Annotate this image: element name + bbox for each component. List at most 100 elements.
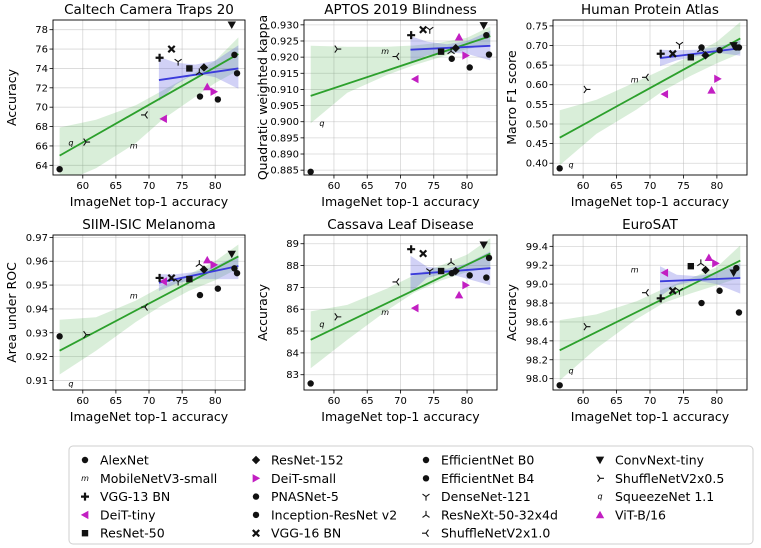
data-point-shufflenetv2x1-0	[392, 52, 400, 61]
y-tick-label: 0.60	[526, 80, 548, 91]
data-point-squeezenet-1-1: q	[319, 119, 324, 128]
data-point-shufflenetv2x0-5	[583, 85, 591, 94]
chart-title: APTOS 2019 Blindness	[324, 2, 477, 18]
data-point-densenet-121	[675, 41, 684, 49]
data-point-vgg-13-bn	[155, 273, 164, 282]
legend-entry-vit-b-16: ViT-B/16	[595, 507, 666, 522]
data-point-shufflenetv2x1-0	[141, 303, 148, 311]
legend-entry-mobilenetv3-small: m MobileNetV3-small	[81, 471, 217, 486]
x-tick-label: 80	[461, 181, 474, 192]
y-axis-label: Macro F1 score	[504, 50, 519, 145]
y-tick-label: 0.890	[270, 150, 299, 161]
x-tick-label: 60	[76, 181, 89, 192]
x-tick-label: 75	[427, 396, 440, 407]
x-tick-label: 65	[110, 396, 123, 407]
data-point-shufflenetv2x1-0	[641, 288, 649, 297]
grid-lines	[553, 20, 747, 175]
y-tick-label: 99.0	[526, 280, 548, 291]
data-point-efficientnet-b4	[231, 265, 238, 272]
y-tick-label: 78	[35, 25, 48, 36]
data-point-shufflenetv2x1-0	[392, 278, 400, 286]
y-tick-label: 64	[35, 161, 48, 172]
y-tick-label: 0.915	[270, 69, 299, 80]
data-point-inception-resnet-v2	[716, 287, 723, 294]
confidence-band-all	[59, 244, 239, 375]
x-tick-label: 65	[110, 181, 123, 192]
square-icon	[81, 530, 89, 537]
data-point-squeezenet-1-1: q	[68, 380, 73, 389]
plot-area: qm	[556, 22, 743, 172]
data-point-inception-resnet-v2	[716, 47, 723, 54]
chart-title: SIIM-ISIC Melanoma	[82, 217, 216, 233]
y-tick-label: 0.925	[270, 36, 299, 47]
data-point-vgg-16-bn	[419, 25, 428, 34]
tri-left-icon	[422, 529, 429, 538]
data-point-vgg-16-bn	[668, 286, 677, 295]
data-point-pnasnet-5	[233, 269, 241, 277]
grid-lines	[304, 235, 497, 390]
svg-text:m: m	[81, 474, 89, 483]
data-point-shufflenetv2x0-5	[334, 45, 342, 53]
regression-line-all	[559, 259, 741, 352]
x-axis-label: ImageNet top-1 accuracy	[70, 409, 229, 424]
y-axis-label: Accuracy	[504, 283, 519, 341]
data-point-vit-b-16	[203, 82, 212, 91]
regression-line-all	[559, 37, 741, 139]
y-tick-label: 99.2	[526, 261, 548, 272]
data-point-deit-tiny	[410, 74, 419, 84]
y-tick-label: 70	[35, 103, 48, 114]
legend-entry-resnet-50: ResNet-50	[81, 526, 165, 541]
x-tick-label: 75	[677, 396, 690, 407]
legend-label: MobileNetV3-small	[100, 471, 217, 486]
data-point-mobilenetv3-small: m	[130, 141, 138, 150]
legend-label: Inception-ResNet v2	[271, 507, 397, 522]
y-tick-label: 0.65	[526, 61, 548, 72]
data-point-pnasnet-5	[233, 70, 241, 77]
legend-entry-pnasnet-5: PNASNet-5	[252, 489, 339, 504]
data-point-convnext-tiny	[729, 269, 738, 278]
data-point-vgg-13-bn	[656, 49, 665, 58]
triangle-down-icon	[595, 456, 605, 465]
chart-title: Caltech Camera Traps 20	[64, 2, 234, 18]
m-glyph-icon: m	[81, 474, 89, 483]
x-axis-label: ImageNet top-1 accuracy	[70, 194, 229, 209]
legend-label: DenseNet-121	[441, 489, 531, 504]
y-tick-label: 0.910	[270, 85, 299, 96]
data-point-squeezenet-1-1: q	[569, 367, 574, 376]
data-point-inception-resnet-v2	[466, 272, 473, 279]
y-tick-label: 98.8	[526, 299, 548, 310]
legend-box	[68, 445, 754, 545]
data-point-resnext-50-32x4d	[447, 47, 455, 55]
regression-line-top	[659, 47, 741, 59]
data-point-mobilenetv3-small: m	[381, 308, 389, 317]
data-point-vit-b-16	[454, 290, 464, 299]
y-tick-label: 0.905	[270, 101, 299, 112]
legend-entry-efficientnet-b0: EfficientNet B0	[422, 453, 534, 468]
data-point-alexnet	[56, 333, 63, 340]
data-point-deit-small	[210, 260, 219, 270]
data-point-mobilenetv3-small: m	[631, 265, 639, 274]
chart-title: Human Protein Atlas	[581, 2, 719, 18]
svg-text:m: m	[130, 141, 138, 150]
y-tick-label: 88	[286, 261, 299, 272]
x-tick-label: 60	[577, 181, 590, 192]
data-point-squeezenet-1-1: q	[319, 320, 324, 329]
confidence-band-top	[410, 30, 491, 62]
regression-line-top	[659, 277, 741, 283]
data-point-resnet-50	[437, 48, 445, 55]
data-point-alexnet	[556, 165, 563, 172]
data-point-deit-tiny	[410, 303, 419, 313]
triangle-up-icon	[595, 510, 605, 519]
y-tick-label: 98.2	[526, 355, 548, 366]
svg-text:q: q	[569, 161, 574, 170]
x-tick-label: 80	[711, 396, 724, 407]
data-point-efficientnet-b4	[483, 274, 490, 281]
plot-area: qm	[556, 245, 743, 389]
y-tick-label: 0.40	[526, 159, 548, 170]
svg-text:m: m	[631, 265, 639, 274]
